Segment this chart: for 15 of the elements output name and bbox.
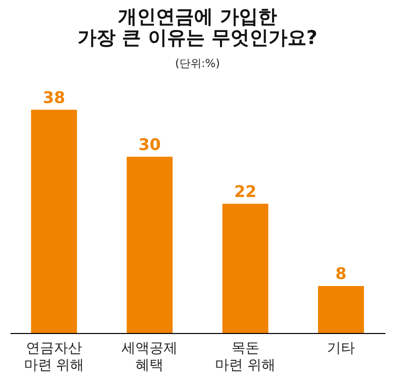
bar [31,110,77,333]
data-label: 38 [42,88,66,107]
x-tick-label: 세액공제 혜택 [122,340,178,374]
data-label: 22 [234,182,256,201]
bar [126,156,173,333]
text: 개인연금에 가입한 [118,6,277,28]
x-tick-label: 목돈 마련 위해 [215,340,276,374]
chart-subtitle: (단위:%) [175,57,220,70]
x-tick-label: 기타 [326,340,355,356]
data-label: 8 [335,264,347,284]
x-tick-label: 연금자산 마련 위해 [24,340,84,374]
bar [318,286,364,333]
bar [222,204,268,333]
text: 가장 큰 이유는 무엇인가요? [78,27,318,49]
data-label: 30 [138,134,161,154]
